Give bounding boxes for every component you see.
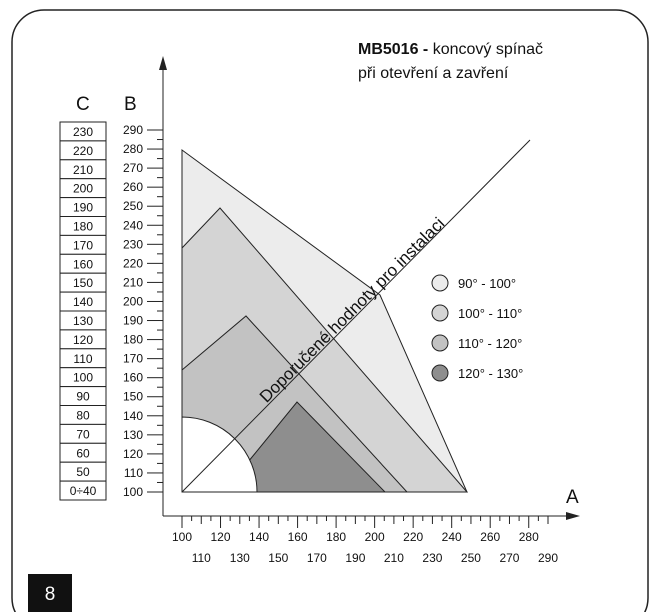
legend-swatch [431, 274, 449, 292]
frame [11, 9, 649, 612]
legend-swatch [431, 364, 449, 382]
page-number: 8 [45, 584, 56, 605]
a-tick-label: 160 [288, 530, 308, 544]
c-cell-label: 130 [73, 314, 93, 328]
b-tick-label: 110 [124, 466, 143, 480]
c-cell-label: 70 [76, 427, 90, 441]
legend-swatch [431, 334, 449, 352]
legend-label: 90° - 100° [458, 276, 516, 291]
page-number-box [28, 574, 72, 612]
c-cell [59, 480, 107, 501]
title: MB5016 - koncový spínač [358, 41, 543, 58]
b-tick-label: 140 [123, 409, 143, 423]
b-tick-label: 280 [123, 142, 143, 156]
c-cell-label: 60 [76, 446, 90, 460]
b-tick-label: 290 [123, 123, 143, 137]
b-tick-label: 210 [123, 275, 143, 289]
legend-label: 110° - 120° [458, 336, 522, 351]
title-rest: koncový spínač [433, 41, 543, 58]
a-tick-label: 270 [499, 551, 519, 565]
b-tick-label: 270 [123, 161, 143, 175]
b-tick-label: 260 [123, 180, 143, 194]
b-tick-label: 180 [123, 333, 143, 347]
b-tick-label: 120 [123, 447, 143, 461]
b-tick-label: 130 [123, 428, 143, 442]
c-cell-label: 0÷40 [70, 484, 97, 498]
c-cell-label: 120 [73, 333, 93, 347]
b-tick-label: 190 [123, 314, 143, 328]
c-cell-label: 110 [73, 352, 92, 366]
a-tick-label: 210 [384, 551, 404, 565]
b-label: B [124, 94, 137, 115]
c-cell-label: 160 [73, 257, 93, 271]
c-cell-label: 170 [73, 238, 93, 252]
a-label: A [566, 487, 579, 508]
c-cell-label: 180 [73, 220, 93, 234]
b-tick-label: 150 [123, 390, 143, 404]
a-tick-label: 260 [480, 530, 500, 544]
c-cell-label: 90 [76, 390, 90, 404]
a-tick-label: 230 [422, 551, 442, 565]
b-tick-label: 200 [123, 294, 143, 308]
a-tick-label: 120 [211, 530, 231, 544]
c-cell-label: 200 [73, 182, 93, 196]
c-cell-label: 150 [73, 276, 93, 290]
diagonal [181, 139, 531, 493]
b-tick-label: 220 [123, 256, 143, 270]
legend-label: 100° - 110° [458, 306, 522, 321]
c-label: C [76, 94, 90, 115]
a-tick-label: 150 [268, 551, 288, 565]
b-tick-label: 230 [123, 237, 143, 251]
c-cell-label: 50 [76, 465, 90, 479]
a-tick-label: 250 [461, 551, 481, 565]
c-cell-label: 190 [73, 201, 93, 215]
a-tick-label: 240 [442, 530, 462, 544]
b-tick-label: 250 [123, 199, 143, 213]
b-tick-label: 170 [123, 352, 143, 366]
a-tick-label: 130 [230, 551, 250, 565]
a-tick-label: 140 [249, 530, 269, 544]
a-tick-label: 290 [538, 551, 558, 565]
a-tick-label: 180 [326, 530, 346, 544]
y-arrow [159, 56, 167, 70]
title-line2: při otevření a zavření [358, 65, 509, 82]
a-tick-label: 100 [172, 530, 192, 544]
a-tick-label: 220 [403, 530, 423, 544]
a-tick-label: 110 [192, 551, 211, 565]
a-tick-label: 280 [519, 530, 539, 544]
c-cell-label: 210 [73, 163, 93, 177]
a-tick-label: 200 [365, 530, 385, 544]
b-tick-label: 100 [123, 485, 143, 499]
c-cell-label: 100 [73, 371, 93, 385]
x-arrow [566, 512, 580, 520]
c-cell-label: 80 [76, 409, 90, 423]
b-tick-label: 160 [123, 371, 143, 385]
b-tick-label: 240 [123, 218, 143, 232]
a-tick-label: 170 [307, 551, 327, 565]
legend-label: 120° - 130° [458, 366, 523, 381]
a-tick-label: 190 [345, 551, 365, 565]
c-cell-label: 220 [73, 144, 93, 158]
c-cell-label: 230 [73, 125, 93, 139]
legend-swatch [431, 304, 449, 322]
c-cell-label: 140 [73, 295, 93, 309]
title-bold: MB5016 - [358, 41, 428, 58]
